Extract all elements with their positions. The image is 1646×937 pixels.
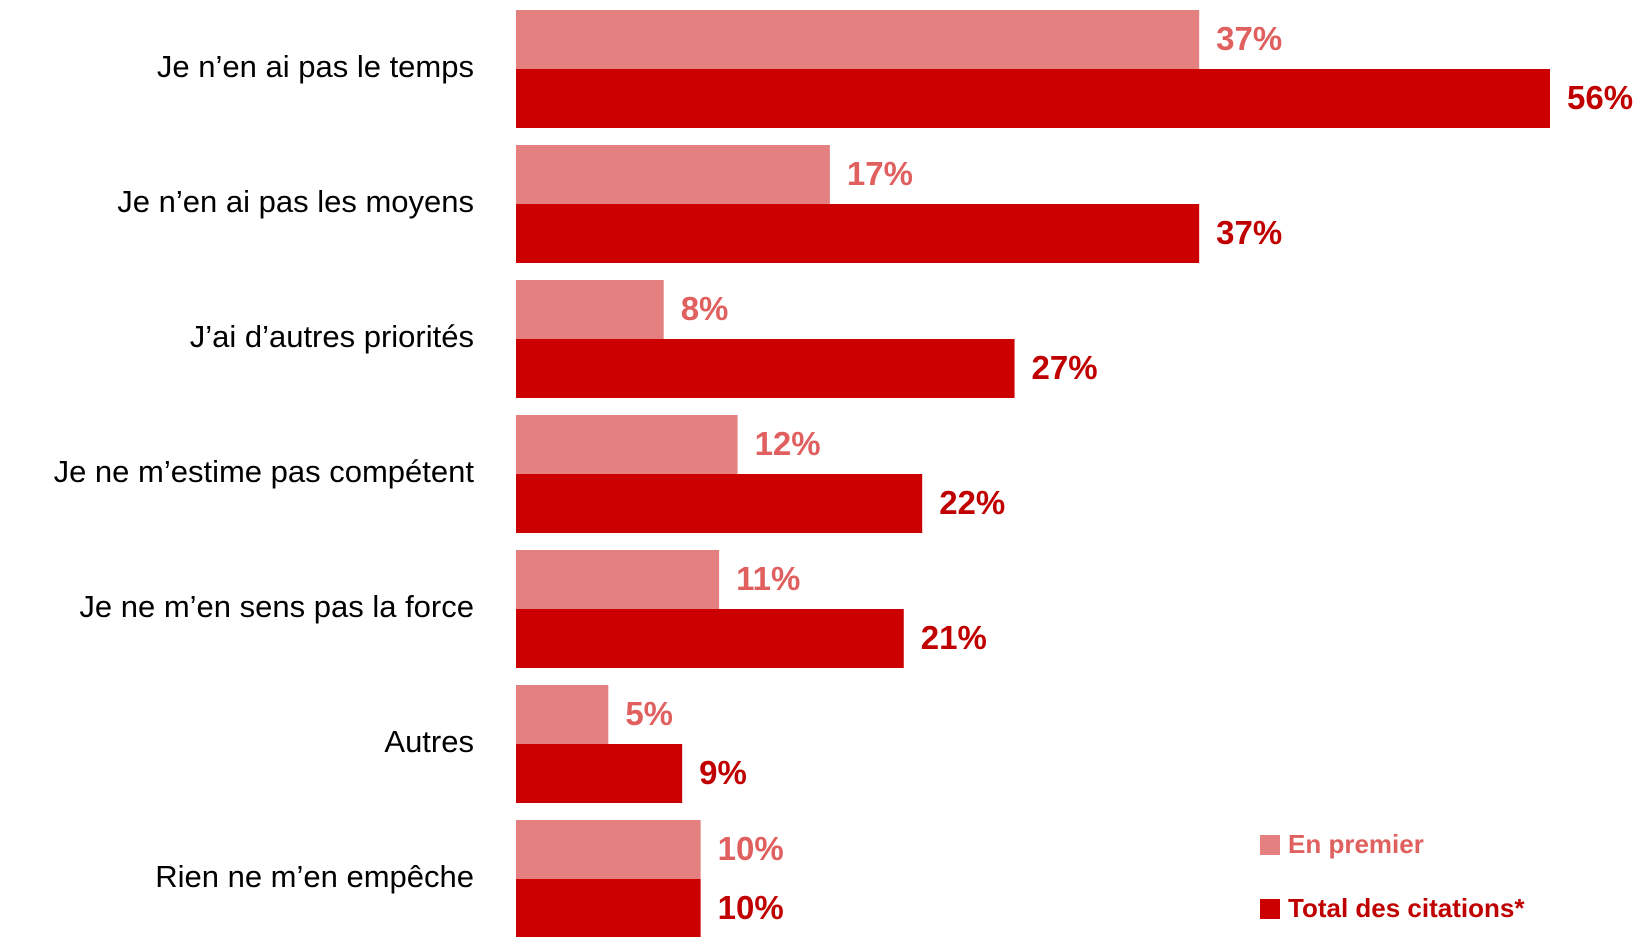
category-label: J’ai d’autres priorités xyxy=(190,319,474,354)
legend-swatch xyxy=(1260,899,1280,919)
value-label: 37% xyxy=(1216,214,1282,251)
bar xyxy=(516,280,664,339)
bar xyxy=(516,204,1200,263)
value-label: 37% xyxy=(1216,20,1282,57)
bar xyxy=(516,744,683,803)
bar xyxy=(516,10,1200,69)
value-label: 21% xyxy=(921,619,987,656)
bar xyxy=(516,879,701,937)
bar xyxy=(516,609,904,668)
value-label: 10% xyxy=(718,830,784,867)
legend-swatch xyxy=(1260,835,1280,855)
value-label: 22% xyxy=(939,484,1005,521)
value-label: 12% xyxy=(755,425,821,462)
value-label: 27% xyxy=(1032,349,1098,386)
legend-label: Total des citations* xyxy=(1288,893,1525,923)
bar xyxy=(516,415,738,474)
bar xyxy=(516,820,701,879)
bar xyxy=(516,339,1015,398)
category-label: Je ne m’estime pas compétent xyxy=(54,454,475,489)
category-label: Rien ne m’en empêche xyxy=(155,859,474,894)
value-label: 11% xyxy=(736,560,800,597)
legend-label: En premier xyxy=(1288,829,1424,859)
value-label: 5% xyxy=(625,695,673,732)
value-label: 10% xyxy=(718,889,784,926)
bar xyxy=(516,474,923,533)
category-label: Je n’en ai pas les moyens xyxy=(117,184,474,219)
bar xyxy=(516,550,720,609)
bar xyxy=(516,69,1550,128)
value-label: 56% xyxy=(1567,79,1633,116)
bar xyxy=(516,685,609,744)
value-label: 17% xyxy=(847,155,913,192)
category-label: Je ne m’en sens pas la force xyxy=(79,589,474,624)
value-label: 9% xyxy=(699,754,747,791)
category-label: Je n’en ai pas le temps xyxy=(157,49,474,84)
value-label: 8% xyxy=(681,290,729,327)
bar xyxy=(516,145,830,204)
category-label: Autres xyxy=(384,724,474,759)
